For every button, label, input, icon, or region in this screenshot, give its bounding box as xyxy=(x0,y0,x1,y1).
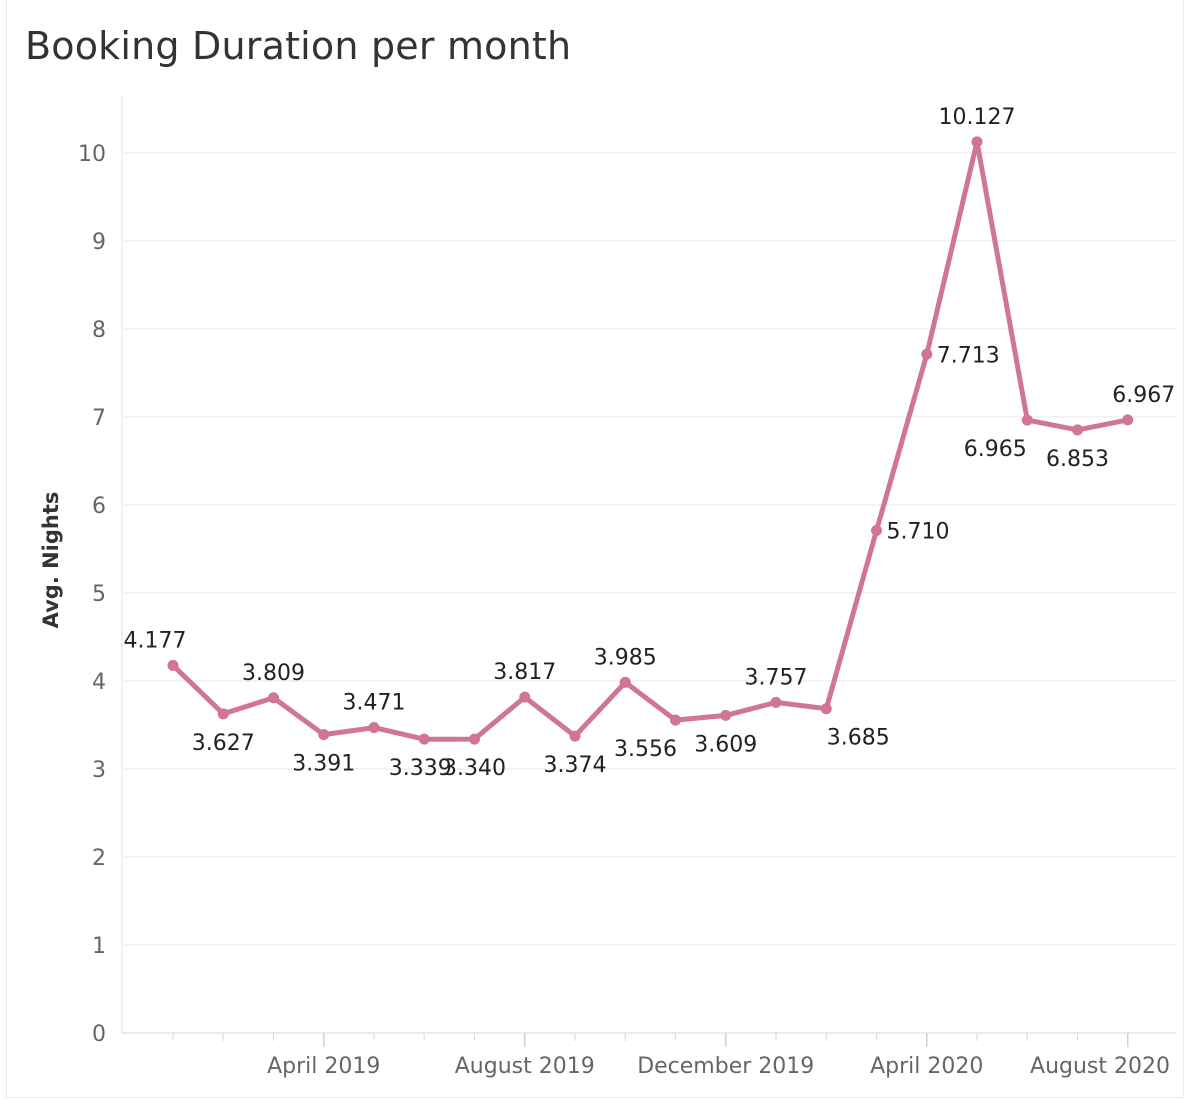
data-label: 3.757 xyxy=(745,665,808,690)
data-label: 6.853 xyxy=(1046,447,1109,472)
data-label: 6.967 xyxy=(1112,383,1175,408)
x-tick-label: December 2019 xyxy=(637,1054,814,1079)
data-point xyxy=(519,691,531,703)
data-label: 3.391 xyxy=(292,752,355,777)
data-point xyxy=(368,722,380,734)
data-point xyxy=(971,136,983,148)
data-point xyxy=(569,730,581,742)
chart-title: Booking Duration per month xyxy=(25,24,572,68)
data-point xyxy=(670,714,681,726)
x-tick-label: August 2019 xyxy=(455,1054,595,1079)
x-tick-label: April 2020 xyxy=(870,1054,983,1079)
y-tick-label: 3 xyxy=(92,758,106,783)
data-point xyxy=(167,659,179,671)
y-tick-label: 1 xyxy=(92,934,106,959)
data-label: 3.685 xyxy=(827,726,890,751)
data-point xyxy=(318,729,330,741)
data-label: 7.713 xyxy=(937,343,1000,368)
chart-frame xyxy=(6,0,1184,1098)
data-point xyxy=(268,692,279,704)
y-tick-label: 8 xyxy=(92,318,106,343)
y-tick-label: 9 xyxy=(92,230,106,255)
data-label: 3.609 xyxy=(694,732,757,757)
y-tick-label: 2 xyxy=(92,846,106,871)
data-point xyxy=(770,696,782,708)
data-label: 3.340 xyxy=(443,756,506,781)
data-label: 10.127 xyxy=(939,105,1016,130)
x-tick-label: April 2019 xyxy=(267,1054,380,1079)
data-label: 4.177 xyxy=(124,628,187,653)
data-point xyxy=(418,733,430,745)
x-tick-label: August 2020 xyxy=(1030,1054,1170,1079)
data-label: 3.985 xyxy=(594,645,657,670)
data-point xyxy=(820,703,832,715)
data-label: 3.817 xyxy=(493,660,556,685)
data-point xyxy=(619,676,631,688)
y-tick-label: 4 xyxy=(92,670,106,695)
data-point xyxy=(720,709,732,721)
data-point xyxy=(921,348,933,360)
y-tick-label: 7 xyxy=(92,406,106,431)
data-point xyxy=(871,525,882,537)
y-tick-label: 10 xyxy=(78,142,106,167)
data-label: 3.809 xyxy=(242,661,305,686)
data-label: 3.471 xyxy=(343,691,406,716)
data-point xyxy=(1072,424,1083,436)
y-tick-label: 5 xyxy=(92,582,106,607)
y-tick-label: 6 xyxy=(92,494,106,519)
data-label: 6.965 xyxy=(964,437,1027,462)
data-point xyxy=(1021,414,1033,426)
data-label: 5.710 xyxy=(887,520,950,545)
data-label: 3.627 xyxy=(192,731,255,756)
y-tick-label: 0 xyxy=(92,1022,106,1047)
data-point xyxy=(217,708,229,720)
data-label: 3.374 xyxy=(544,753,607,778)
data-point xyxy=(469,733,480,745)
data-label: 3.556 xyxy=(614,737,677,762)
series-line xyxy=(170,139,1131,742)
y-axis-label: Avg. Nights xyxy=(39,492,63,629)
data-label: 3.339 xyxy=(389,756,452,781)
data-point xyxy=(1122,414,1134,426)
